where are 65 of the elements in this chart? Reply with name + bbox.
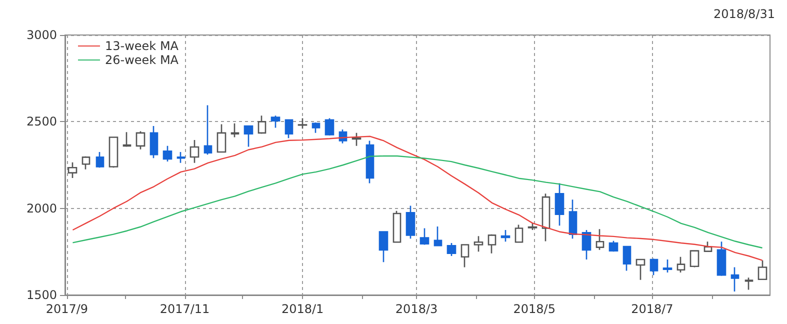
line-series bbox=[72, 155, 763, 248]
candlestick bbox=[324, 118, 334, 136]
candlestick bbox=[204, 104, 212, 156]
candlestick bbox=[136, 130, 146, 150]
candlestick bbox=[162, 145, 172, 162]
candlestick bbox=[676, 256, 686, 274]
candlestick bbox=[392, 210, 402, 243]
candlestick bbox=[488, 234, 496, 254]
candlestick bbox=[122, 131, 132, 148]
candlestick bbox=[542, 192, 550, 242]
candlestick bbox=[582, 229, 592, 260]
candlestick bbox=[528, 222, 538, 231]
candlestick bbox=[758, 260, 768, 280]
candlestick bbox=[270, 114, 280, 128]
candlestick bbox=[608, 240, 618, 252]
x-tick-label: 2017/9 bbox=[46, 302, 88, 316]
candlestick bbox=[474, 235, 484, 252]
text: 2018/8/31 bbox=[713, 7, 775, 21]
candlestick bbox=[730, 266, 740, 292]
candlestick bbox=[150, 125, 158, 159]
candlestick bbox=[662, 258, 672, 274]
candlestick bbox=[244, 125, 254, 148]
candlestick bbox=[554, 182, 564, 226]
candlestick bbox=[636, 258, 646, 281]
candlestick bbox=[744, 277, 754, 290]
candlestick bbox=[176, 151, 186, 164]
y-tick-label: 2000 bbox=[26, 201, 57, 216]
x-tick-label: 2018/7 bbox=[631, 302, 674, 316]
x-tick-label: 2018/1 bbox=[281, 302, 324, 316]
candlestick bbox=[68, 162, 78, 179]
candlestick bbox=[378, 231, 388, 263]
line-series bbox=[72, 136, 763, 261]
y-tick-label: 1500 bbox=[26, 288, 57, 302]
candlestick bbox=[622, 246, 632, 272]
candlestick bbox=[716, 240, 726, 277]
candlestick bbox=[284, 119, 294, 139]
candlestick bbox=[406, 205, 416, 240]
candlestick bbox=[500, 229, 510, 242]
y-tick-label: 2500 bbox=[26, 114, 57, 129]
candlestick bbox=[312, 122, 320, 134]
candlestick bbox=[596, 228, 604, 251]
candlestick bbox=[366, 140, 374, 184]
candlestick bbox=[82, 156, 90, 170]
legend-label: 13-week MA bbox=[105, 39, 180, 53]
candlestick bbox=[460, 244, 470, 268]
candlestick bbox=[650, 258, 658, 276]
candlestick bbox=[190, 139, 200, 164]
x-tick-label: 2018/3 bbox=[395, 302, 438, 316]
candlestick bbox=[108, 136, 118, 168]
candlestick bbox=[690, 250, 700, 268]
candlestick bbox=[568, 199, 578, 240]
candlestick bbox=[704, 240, 712, 252]
candlestick bbox=[434, 226, 442, 246]
y-tick-label: 3000 bbox=[26, 28, 57, 42]
candlestick bbox=[96, 151, 104, 168]
candlestick bbox=[258, 114, 266, 134]
candlestick bbox=[298, 118, 308, 130]
candlestick bbox=[514, 224, 524, 243]
x-tick-label: 2018/5 bbox=[513, 302, 556, 316]
candlestick bbox=[216, 124, 226, 153]
candlestick bbox=[446, 242, 456, 257]
legend-label: 26-week MA bbox=[105, 53, 180, 67]
x-tick-label: 2017/11 bbox=[160, 302, 210, 316]
candlestick bbox=[420, 228, 430, 246]
candlestick bbox=[230, 122, 240, 138]
